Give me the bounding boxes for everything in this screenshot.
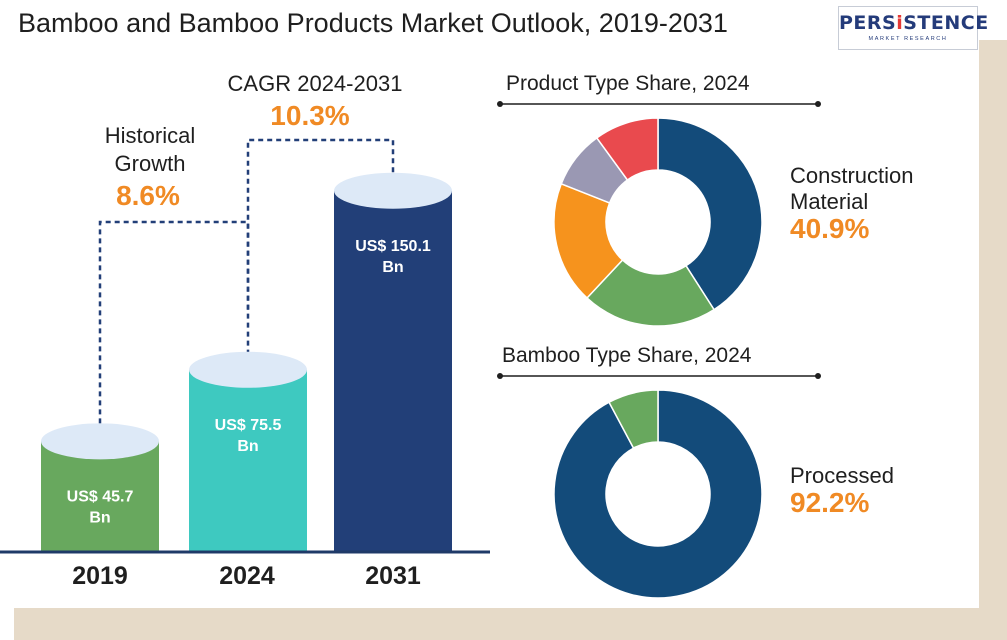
bar-body bbox=[189, 369, 307, 551]
bar-body bbox=[334, 190, 452, 551]
historical-value: 8.6% bbox=[116, 180, 180, 211]
product-type-label-line2: Material bbox=[790, 189, 869, 214]
bamboo-type-title-rule bbox=[497, 373, 821, 379]
bar-cap bbox=[189, 351, 307, 388]
donut-slice-0 bbox=[657, 117, 763, 311]
bamboo-type-title: Bamboo Type Share, 2024 bbox=[502, 344, 752, 367]
bar-value-unit: Bn bbox=[237, 438, 258, 455]
product-type-title-rule bbox=[497, 101, 821, 107]
cagr-label: CAGR 2024-2031 bbox=[227, 71, 403, 96]
bar-value-unit: Bn bbox=[89, 509, 110, 526]
bamboo-type-donut bbox=[553, 389, 763, 599]
frame-right-decoration bbox=[979, 40, 1007, 640]
historical-label-line1: Historical bbox=[104, 123, 196, 148]
bar-value-unit: Bn bbox=[382, 259, 403, 276]
bamboo-type-label: Processed bbox=[790, 463, 894, 488]
year-label-2019: 2019 bbox=[72, 562, 128, 590]
chart-title: Bamboo and Bamboo Products Market Outloo… bbox=[18, 8, 728, 38]
persistence-logo: PERSiSTENCE MARKET RESEARCH bbox=[838, 6, 988, 50]
product-type-title: Product Type Share, 2024 bbox=[506, 72, 750, 95]
bar-2024: US$ 75.5 Bn bbox=[189, 351, 307, 551]
bar-cap bbox=[41, 423, 159, 460]
bar-value-label: US$ 45.7 bbox=[67, 488, 134, 505]
historical-label-line2: Growth bbox=[114, 151, 186, 176]
cagr-connector bbox=[246, 138, 395, 310]
donut-slice-4 bbox=[595, 117, 659, 181]
year-label-2031: 2031 bbox=[365, 562, 421, 590]
donut-slice-0 bbox=[553, 389, 763, 599]
donut-slice-1 bbox=[585, 258, 716, 327]
bar-cap bbox=[334, 172, 452, 209]
bar-body bbox=[41, 441, 159, 551]
donut-slice-1 bbox=[608, 389, 659, 450]
product-type-label-line1: Construction bbox=[790, 163, 914, 188]
frame-bottom-decoration bbox=[14, 608, 1007, 640]
cagr-value: 10.3% bbox=[270, 100, 350, 131]
year-label-2024: 2024 bbox=[219, 562, 275, 590]
bar-2031: US$ 150.1 Bn bbox=[334, 172, 452, 551]
bar-2019: US$ 45.7 Bn bbox=[41, 423, 159, 551]
bamboo-type-value: 92.2% bbox=[790, 487, 870, 518]
product-type-donut bbox=[553, 117, 763, 327]
bar-chart: US$ 45.7 Bn US$ 75.5 Bn US$ 150.1 Bn bbox=[0, 0, 500, 600]
product-type-value: 40.9% bbox=[790, 213, 870, 244]
bar-chart-svg: US$ 45.7 Bn US$ 75.5 Bn US$ 150.1 Bn bbox=[0, 138, 490, 554]
bar-value-label: US$ 75.5 bbox=[215, 417, 282, 434]
bar-value-label: US$ 150.1 bbox=[355, 238, 431, 255]
